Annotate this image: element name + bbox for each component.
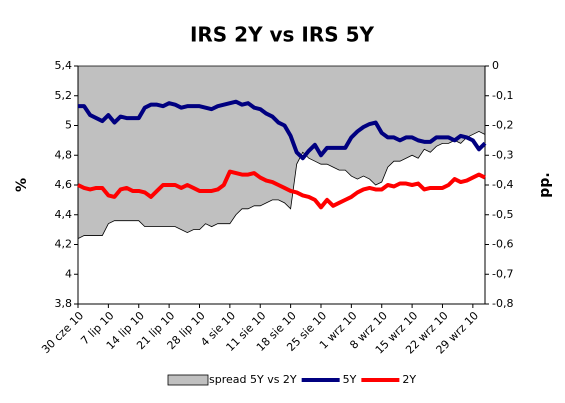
chart-title: IRS 2Y vs IRS 5Y xyxy=(190,23,375,47)
y-tick-label: 4,8 xyxy=(55,148,73,161)
legend-label: 5Y xyxy=(343,373,357,386)
series-line xyxy=(78,99,487,161)
y2-tick-label: -0,5 xyxy=(492,208,513,221)
y2-tick-label: -0,4 xyxy=(492,178,513,191)
y-tick-label: 4,4 xyxy=(55,208,73,221)
legend-label: 2Y xyxy=(402,373,416,386)
y2-tick-label: -0,2 xyxy=(492,119,513,132)
y2-tick-label: -0,3 xyxy=(492,148,513,161)
y-tick-label: 4,2 xyxy=(55,238,73,251)
y2-tick-label: 0 xyxy=(492,59,499,72)
y-tick-label: 3,8 xyxy=(55,297,73,310)
series-line xyxy=(77,169,486,210)
x-tick-label: 30 cze 10 xyxy=(39,309,86,356)
legend-label: spread 5Y vs 2Y xyxy=(209,373,297,386)
y-axis-label: % xyxy=(14,178,30,192)
y2-tick-label: -0,6 xyxy=(492,238,513,251)
y-tick-label: 4,6 xyxy=(55,178,73,191)
y-tick-label: 5 xyxy=(65,119,72,132)
y2-tick-label: -0,1 xyxy=(492,89,513,102)
y2-tick-label: -0,8 xyxy=(492,297,513,310)
y-tick-label: 4 xyxy=(65,267,72,280)
spread-area xyxy=(77,65,486,240)
legend-swatch xyxy=(167,374,209,386)
y-tick-label: 5,4 xyxy=(55,59,73,72)
y2-axis-label: pp. xyxy=(537,172,553,197)
y2-tick-label: -0,7 xyxy=(492,267,513,280)
y-tick-label: 5,2 xyxy=(55,89,73,102)
